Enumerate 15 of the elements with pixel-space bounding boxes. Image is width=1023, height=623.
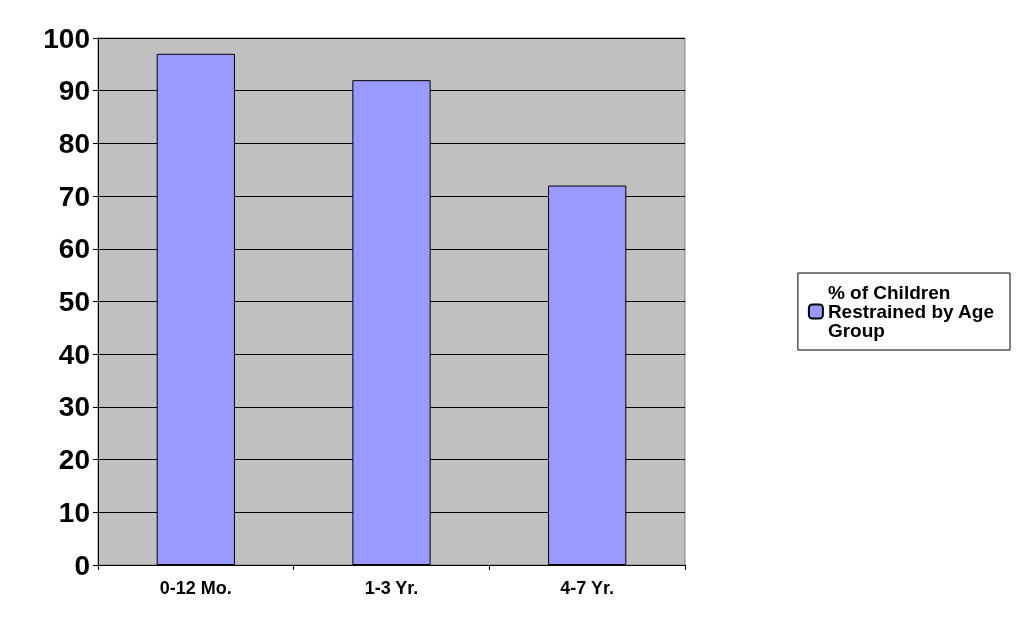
x-tick-label: 1-3 Yr. bbox=[364, 578, 419, 598]
y-tick-label: 10 bbox=[58, 496, 90, 528]
y-tick-label: 20 bbox=[58, 444, 90, 476]
legend-label: % of Children Restrained by Age Group bbox=[827, 282, 1000, 341]
y-tick-label: 60 bbox=[58, 233, 90, 265]
x-tick-label: 4-7 Yr. bbox=[560, 578, 615, 598]
y-tick-label: 40 bbox=[58, 338, 90, 370]
y-tick-label: 30 bbox=[58, 391, 90, 423]
x-tick-label: 0-12 Mo. bbox=[159, 578, 232, 598]
y-tick-label: 100 bbox=[43, 22, 90, 54]
y-tick-label: 70 bbox=[58, 180, 90, 212]
y-tick-label: 0 bbox=[74, 549, 90, 581]
y-tick-label: 90 bbox=[58, 75, 90, 107]
y-tick-label: 80 bbox=[58, 127, 90, 159]
y-tick-label: 50 bbox=[58, 286, 90, 317]
